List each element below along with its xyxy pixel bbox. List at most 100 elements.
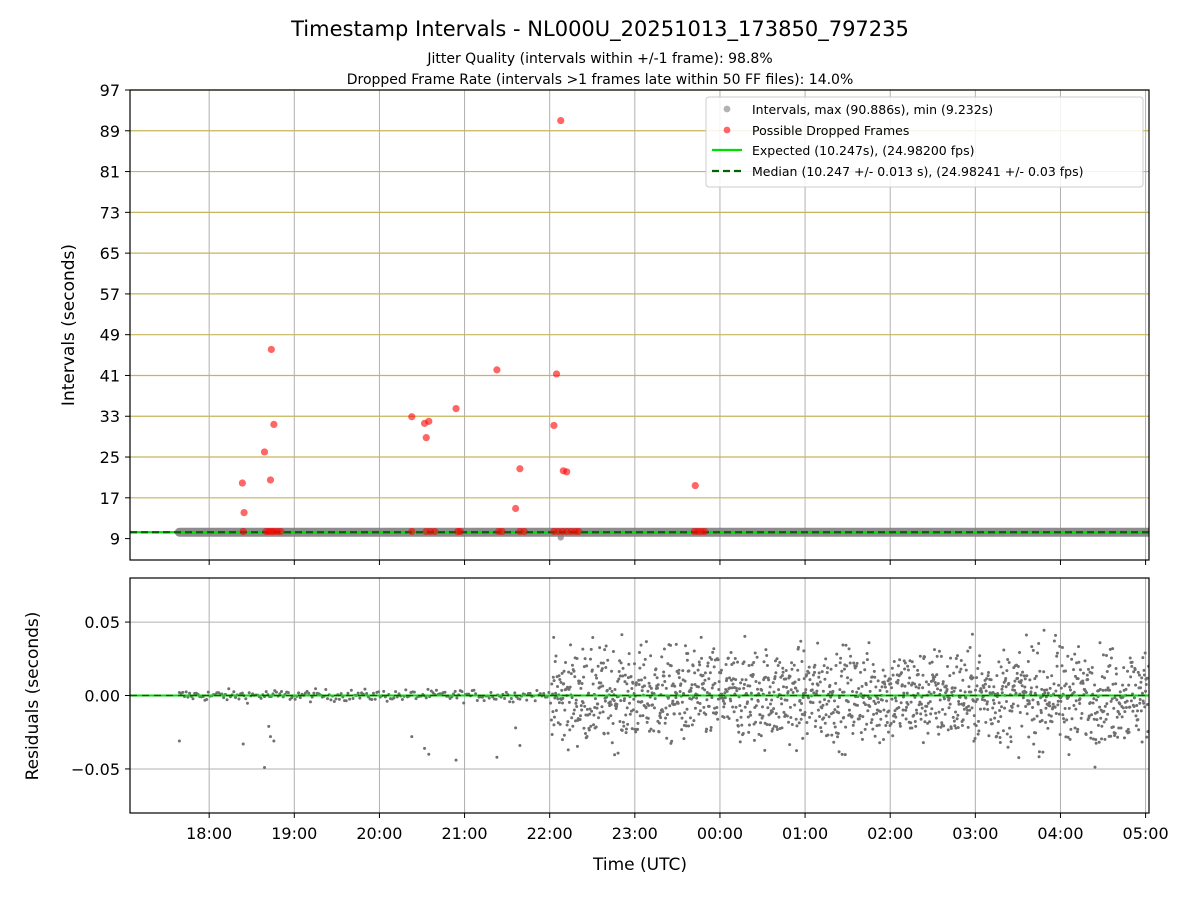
residual-point-1703: [1118, 702, 1122, 706]
residual-point-360: [603, 699, 607, 703]
residual-point-672: [723, 691, 727, 695]
residual-point-1629: [1090, 713, 1094, 717]
residual-point-653: [716, 717, 720, 721]
residual-point-959: [833, 708, 837, 712]
residual-point-512: [662, 670, 666, 674]
residual-point-449: [638, 650, 641, 654]
residual-point-1410: [1006, 658, 1010, 662]
residual-point-1115: [893, 712, 897, 716]
residual-point-1104: [888, 677, 892, 681]
residual-point-643: [712, 647, 716, 651]
residual-point-871: [799, 717, 803, 721]
residual-point-1422: [1010, 705, 1014, 709]
residual-point-1524: [1049, 714, 1053, 718]
residual-point-1637: [1093, 683, 1097, 687]
residual-point-272: [570, 716, 574, 720]
residual-point-4: [184, 690, 188, 694]
residual-point-1307: [966, 725, 970, 729]
residual-point-261: [565, 685, 569, 689]
top-ytick-label-8: 73: [100, 203, 120, 222]
residual-point-883: [804, 688, 808, 692]
residual-point-743: [750, 663, 754, 667]
residual-point-1402: [1003, 706, 1007, 710]
residual-point-1279: [955, 654, 959, 658]
residual-point-878: [802, 649, 806, 653]
residual-point-365: [605, 688, 609, 692]
residual-point-789: [768, 723, 772, 727]
residual-point-933: [823, 677, 827, 681]
residual-point-1190: [921, 741, 925, 745]
residual-point-620: [703, 678, 707, 682]
residual-point-1321: [972, 699, 976, 703]
residual-point-1584: [1072, 690, 1076, 694]
top-ytick-label-3: 33: [100, 407, 120, 426]
residual-point-642: [711, 711, 715, 715]
residual-point-703: [735, 689, 739, 693]
residual-point-1678: [1108, 647, 1112, 651]
residual-point-791: [769, 702, 773, 706]
residual-point-999: [848, 661, 852, 665]
residual-point-917: [817, 675, 821, 679]
residual-point-1069: [875, 724, 879, 728]
residual-point-922: [819, 726, 823, 730]
residual-point-1436: [1016, 676, 1020, 680]
residual-point-557: [679, 682, 683, 686]
residual-point-1476: [1031, 698, 1035, 702]
residual-point-944: [827, 715, 831, 719]
residual-point-1391: [998, 740, 1002, 744]
residual-point-1623: [1087, 714, 1091, 718]
residual-point-1137: [901, 708, 905, 712]
residual-point-1408: [1005, 669, 1009, 673]
residual-point-688: [729, 650, 733, 654]
residual-point-700: [734, 678, 738, 682]
residual-point-283: [574, 701, 578, 705]
residual-point-1510: [1044, 706, 1048, 710]
residual-point-855: [793, 680, 797, 684]
residual-point-522: [665, 713, 669, 717]
residual-point-77: [308, 700, 312, 704]
residual-point-329: [592, 723, 596, 727]
residual-point-489: [653, 673, 657, 677]
residual-point-1155: [908, 659, 912, 663]
residual-point-354: [601, 710, 605, 714]
residual-point-483: [651, 703, 655, 707]
residual-point-1588: [1074, 707, 1078, 711]
residual-point-33: [234, 696, 238, 700]
residual-point-1660: [1101, 653, 1105, 657]
residual-point-1657: [1100, 675, 1104, 679]
residual-point-79: [312, 691, 316, 695]
chart-subtitle-jitter: Jitter Quality (intervals within +/-1 fr…: [426, 51, 772, 67]
residual-point-764: [758, 713, 762, 717]
residual-point-514: [662, 647, 666, 651]
residual-point-918: [817, 671, 821, 675]
residual-point-1602: [1079, 716, 1083, 720]
residual-point-1641: [1094, 741, 1098, 745]
residual-point-544: [674, 696, 678, 700]
residual-point-1497: [1039, 708, 1043, 712]
dropped-frame-base-6: [277, 527, 285, 536]
residual-point-1577: [1070, 657, 1074, 661]
residual-point-902: [811, 701, 815, 705]
residual-point-824: [781, 670, 785, 674]
residual-point-1292: [960, 724, 964, 728]
residual-point-1144: [904, 708, 908, 712]
residual-point-1509: [1044, 720, 1048, 724]
residual-point-298: [580, 708, 584, 712]
residual-point-1668: [1104, 653, 1108, 657]
residual-point-414: [624, 731, 628, 735]
residual-point-1567: [1066, 654, 1070, 658]
residual-point-374: [609, 714, 613, 718]
residual-point-1546: [1058, 644, 1062, 648]
residual-point-970: [837, 750, 841, 754]
residual-point-1136: [901, 713, 905, 717]
residual-point-532: [669, 664, 673, 668]
residual-point-896: [809, 700, 813, 704]
residual-point-1606: [1081, 679, 1085, 683]
residual-point-269: [569, 643, 573, 647]
residual-point-1175: [916, 668, 920, 672]
residual-point-881: [803, 710, 807, 714]
residual-point-410: [623, 697, 627, 701]
residual-point-1627: [1089, 736, 1093, 740]
residual-point-362: [604, 644, 608, 648]
residual-point-76: [307, 691, 311, 695]
